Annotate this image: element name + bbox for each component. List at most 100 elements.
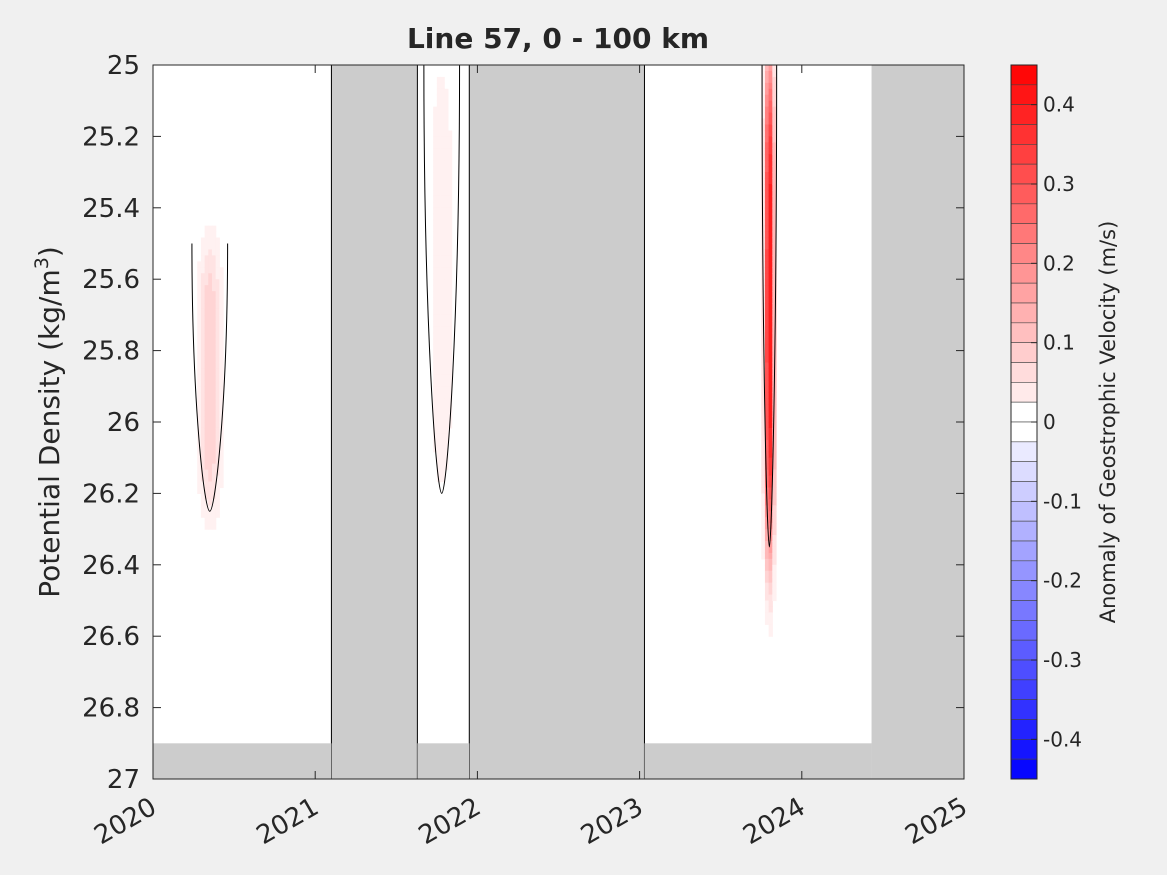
colorbar-step <box>1010 461 1038 482</box>
field-cell <box>768 374 773 381</box>
field-cell <box>764 410 770 417</box>
field-cell <box>433 380 438 387</box>
field-cell <box>211 368 217 375</box>
field-cell <box>444 201 449 209</box>
field-cell <box>436 249 442 256</box>
field-cell <box>200 493 206 500</box>
field-cell <box>768 457 773 465</box>
field-cell <box>447 308 453 316</box>
field-cell <box>768 106 773 114</box>
field-cell <box>440 118 445 126</box>
field-cell <box>211 404 217 411</box>
field-cell <box>444 356 449 364</box>
field-cell <box>433 308 438 316</box>
field-cell <box>204 475 209 483</box>
field-cell <box>219 374 224 381</box>
field-cell <box>440 314 445 322</box>
field-cell <box>764 255 770 262</box>
field-cell <box>761 493 766 500</box>
field-cell <box>761 184 766 191</box>
field-cell <box>447 338 453 346</box>
field-cell <box>764 570 770 578</box>
field-cell <box>211 374 217 381</box>
field-cell <box>204 392 209 399</box>
field-cell <box>764 338 770 346</box>
field-cell <box>761 76 766 84</box>
field-cell <box>200 511 206 518</box>
anomaly-field <box>197 65 777 637</box>
field-cell <box>215 368 220 375</box>
field-cell <box>764 160 770 167</box>
field-cell <box>433 422 438 429</box>
field-cell <box>768 308 773 316</box>
field-cell <box>764 231 770 239</box>
field-cell <box>444 410 449 417</box>
field-cell <box>440 231 445 239</box>
field-cell <box>208 374 213 381</box>
field-cell <box>215 451 220 459</box>
field-cell <box>433 166 438 173</box>
field-cell <box>436 154 442 161</box>
field-cell <box>440 404 445 411</box>
field-cell <box>772 487 777 494</box>
field-cell <box>436 237 442 245</box>
field-cell <box>768 463 773 471</box>
field-cell <box>761 499 766 506</box>
field-cell <box>764 523 770 530</box>
field-cell <box>436 326 442 334</box>
colorbar-step <box>1010 659 1038 681</box>
field-cell <box>208 368 213 375</box>
colorbar-tick-label: -0.3 <box>1043 648 1082 672</box>
field-cell <box>436 207 442 215</box>
field-cell <box>436 130 442 137</box>
field-cell <box>208 344 213 352</box>
field-cell <box>197 356 202 364</box>
field-cell <box>764 344 770 352</box>
field-cell <box>444 184 449 191</box>
field-cell <box>208 273 213 280</box>
field-cell <box>215 356 220 364</box>
field-cell <box>768 207 773 215</box>
field-cell <box>436 439 442 447</box>
field-cell <box>436 112 442 120</box>
field-cell <box>440 392 445 399</box>
field-cell <box>444 350 449 358</box>
field-cell <box>768 94 773 102</box>
field-cell <box>772 469 777 477</box>
colorbar-tick-label: 0 <box>1043 410 1056 434</box>
field-cell <box>433 386 438 393</box>
field-cell <box>433 231 438 239</box>
field-cell <box>447 219 453 227</box>
colorbar-tick-label: 0.4 <box>1043 93 1075 117</box>
field-cell <box>764 70 770 78</box>
field-cell <box>768 368 773 375</box>
field-cell <box>433 344 438 352</box>
y-axis: 25 25.2 25.4 25.6 25.8 26 26.2 26.4 26.6 26.8 27 <box>82 51 140 795</box>
colorbar-step <box>1010 124 1038 145</box>
field-cell <box>761 195 766 203</box>
field-cell <box>444 207 449 215</box>
field-cell <box>436 82 442 90</box>
colorbar-step <box>1010 421 1038 443</box>
field-cell <box>761 529 766 536</box>
field-cell <box>772 303 777 310</box>
field-cell <box>208 386 213 393</box>
field-cell <box>211 291 217 298</box>
field-cell <box>215 332 220 340</box>
field-cell <box>761 410 766 417</box>
colorbar-tick-label: 0.1 <box>1043 331 1075 355</box>
field-cell <box>768 487 773 494</box>
field-cell <box>447 249 453 256</box>
field-cell <box>440 154 445 161</box>
field-cell <box>768 541 773 548</box>
field-cell <box>197 297 202 304</box>
field-cell <box>208 338 213 346</box>
field-cell <box>204 493 209 500</box>
field-cell <box>204 314 209 322</box>
field-cell <box>436 172 442 179</box>
field-cell <box>764 564 770 572</box>
field-cell <box>768 344 773 352</box>
field-cell <box>211 427 217 435</box>
field-cell <box>761 219 766 227</box>
field-cell <box>447 332 453 340</box>
